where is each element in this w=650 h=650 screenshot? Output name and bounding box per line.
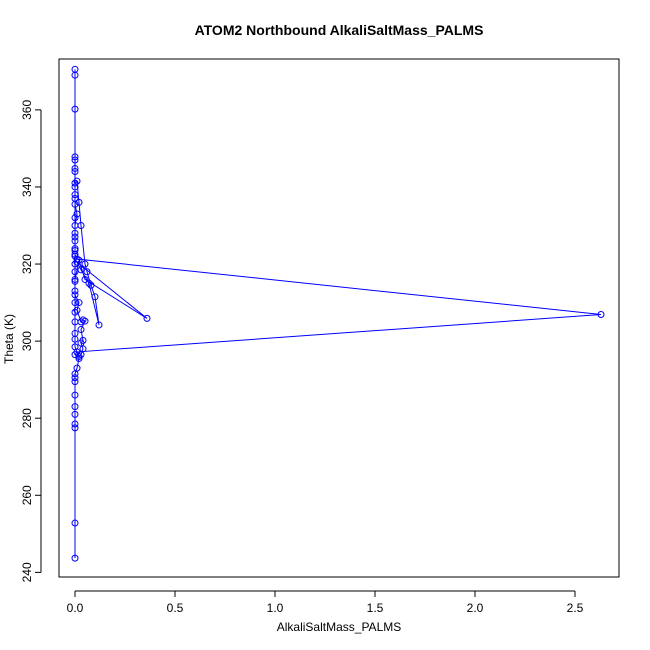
data-point bbox=[71, 403, 79, 411]
data-point bbox=[71, 374, 79, 382]
data-point bbox=[71, 378, 79, 386]
data-point bbox=[77, 326, 85, 334]
data-point bbox=[71, 519, 79, 527]
y-axis-label: Theta (K) bbox=[2, 314, 16, 364]
x-tick-label: 0.5 bbox=[167, 601, 184, 615]
data-point bbox=[71, 260, 79, 268]
data-point bbox=[77, 222, 85, 229]
data-point bbox=[71, 277, 79, 285]
x-tick-label: 0.0 bbox=[67, 601, 84, 615]
data-point bbox=[95, 321, 103, 329]
data-point bbox=[73, 306, 81, 314]
data-point bbox=[75, 198, 83, 206]
data-point bbox=[71, 299, 79, 307]
plot-frame bbox=[58, 58, 620, 578]
data-point bbox=[71, 164, 79, 172]
data-point bbox=[71, 156, 79, 164]
y-tick-label: 340 bbox=[20, 177, 34, 197]
data-point bbox=[71, 291, 79, 299]
data-point bbox=[81, 260, 89, 268]
data-point bbox=[71, 554, 79, 562]
data-point bbox=[73, 364, 81, 372]
data-point bbox=[71, 318, 79, 326]
data-point bbox=[73, 177, 81, 185]
x-axis-label: AlkaliSaltMass_PALMS bbox=[277, 620, 402, 634]
y-tick-label: 280 bbox=[20, 408, 34, 428]
data-point bbox=[71, 229, 79, 237]
data-point bbox=[71, 308, 79, 316]
data-point bbox=[71, 191, 79, 199]
data-point bbox=[87, 281, 95, 289]
x-tick-label: 1.0 bbox=[267, 601, 284, 615]
x-tick-label: 2.5 bbox=[567, 601, 584, 615]
data-point bbox=[71, 214, 79, 222]
data-point bbox=[75, 354, 83, 362]
data-point bbox=[73, 210, 81, 218]
data-point bbox=[71, 195, 79, 203]
data-point bbox=[71, 153, 79, 161]
data-point bbox=[71, 179, 79, 187]
data-point bbox=[71, 65, 79, 73]
data-point bbox=[597, 311, 605, 319]
data-point bbox=[83, 268, 91, 276]
data-point bbox=[71, 168, 79, 176]
data-point bbox=[71, 391, 79, 399]
x-tick-label: 2.0 bbox=[467, 601, 484, 615]
data-point bbox=[71, 275, 79, 283]
x-tick-label: 1.5 bbox=[367, 601, 384, 615]
data-point bbox=[71, 237, 79, 245]
data-point bbox=[71, 233, 79, 241]
data-point bbox=[81, 317, 89, 325]
y-axis: 240 260 280 300 320 340 360 bbox=[20, 100, 42, 582]
x-axis: 0.0 0.5 1.0 1.5 2.0 2.5 bbox=[67, 590, 584, 615]
y-tick-label: 300 bbox=[20, 331, 34, 351]
y-tick-label: 360 bbox=[20, 100, 34, 120]
data-point bbox=[75, 353, 83, 361]
data-point bbox=[71, 329, 79, 337]
data-point bbox=[71, 268, 79, 276]
data-point bbox=[77, 351, 85, 359]
data-point bbox=[71, 105, 79, 113]
data-point bbox=[71, 247, 79, 255]
data-point bbox=[71, 245, 79, 253]
data-point bbox=[81, 275, 89, 283]
data-point bbox=[77, 266, 85, 274]
chart-title: ATOM2 Northbound AlkaliSaltMass_PALMS bbox=[195, 22, 484, 38]
data-point bbox=[91, 293, 99, 301]
data-point bbox=[85, 279, 93, 287]
data-point bbox=[71, 420, 79, 428]
series-layer bbox=[71, 65, 605, 562]
data-point bbox=[71, 287, 79, 295]
data-point bbox=[143, 314, 151, 322]
data-point bbox=[75, 299, 83, 307]
data-point bbox=[75, 256, 83, 264]
data-point bbox=[71, 343, 79, 351]
y-tick-label: 260 bbox=[20, 485, 34, 505]
y-tick-label: 320 bbox=[20, 254, 34, 274]
data-point bbox=[71, 410, 79, 418]
y-tick-label: 240 bbox=[20, 562, 34, 582]
data-point bbox=[71, 424, 79, 432]
